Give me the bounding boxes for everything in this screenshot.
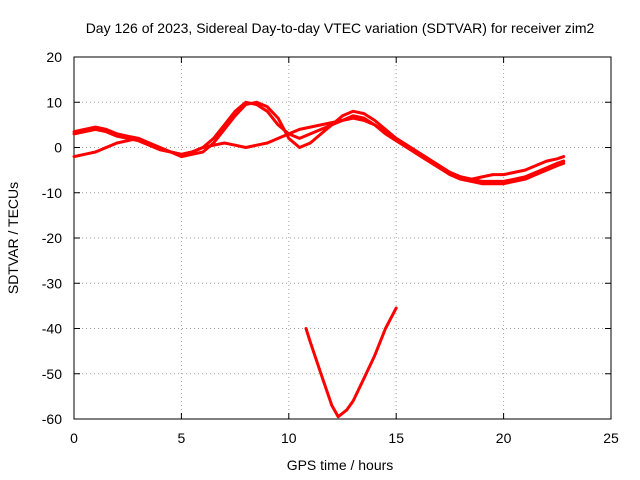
y-tick-label: -10 [42, 185, 62, 201]
axis-ticks [73, 56, 612, 420]
y-tick-label: -60 [42, 411, 62, 427]
x-tick-label: 10 [281, 430, 297, 446]
x-tick-label: 25 [603, 430, 619, 446]
y-tick-label: -30 [42, 275, 62, 291]
series-line-track-4 [304, 306, 398, 419]
x-axis-label: GPS time / hours [287, 457, 394, 473]
grid [74, 57, 611, 419]
y-tick-label: 0 [54, 140, 62, 156]
x-tick-label: 5 [178, 430, 186, 446]
series-layer [72, 100, 566, 419]
y-tick-label: -40 [42, 321, 62, 337]
y-tick-label: 20 [46, 49, 62, 65]
y-tick-label: -20 [42, 230, 62, 246]
x-tick-labels: 0 5 10 15 20 25 [70, 430, 619, 446]
y-tick-label: 10 [46, 94, 62, 110]
series-line-track-1 [72, 116, 566, 183]
y-tick-labels: -60 -50 -40 -30 -20 -10 0 10 20 [42, 49, 62, 427]
series-line-track-3 [72, 100, 566, 181]
series-line-track-2 [72, 100, 566, 186]
x-tick-label: 0 [70, 430, 78, 446]
y-axis-label: SDTVAR / TECUs [5, 182, 21, 294]
x-tick-label: 20 [496, 430, 512, 446]
y-tick-label: -50 [42, 366, 62, 382]
x-tick-label: 15 [388, 430, 404, 446]
chart-title: Day 126 of 2023, Sidereal Day-to-day VTE… [86, 20, 595, 36]
